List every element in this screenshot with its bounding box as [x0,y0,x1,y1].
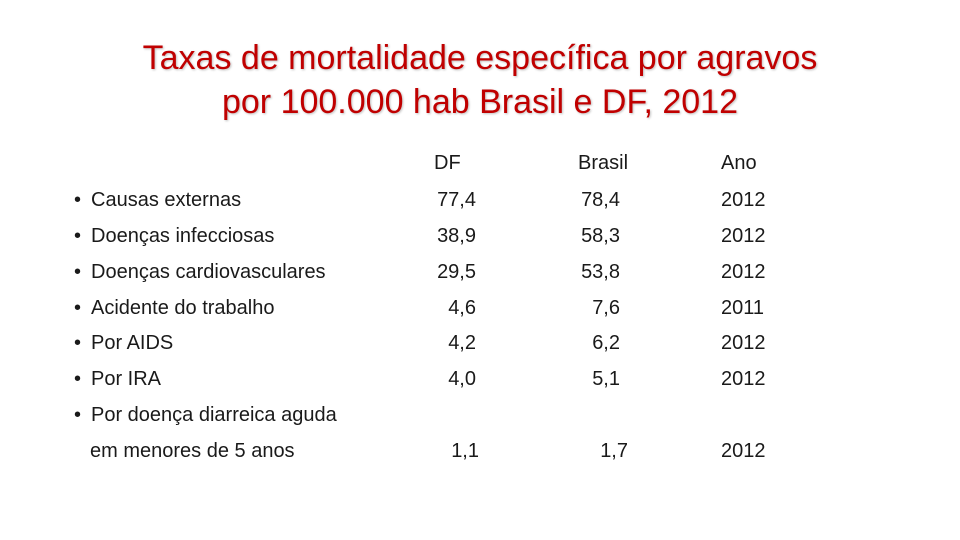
slide-title: Taxas de mortalidade específica por agra… [40,36,920,124]
row-ano-value: 2011 [721,297,765,319]
column-header-ano: Ano [721,152,757,174]
row-ano-value: 2012 [721,368,766,390]
row-brasil-value: 58,3 [581,225,620,247]
row-df-value: 77,4 [437,189,476,211]
row-ano-value: 2012 [721,332,766,354]
row-label-doencas-infecciosas: Doenças infecciosas [91,225,275,247]
bullet-icon: • [74,225,82,247]
bullet-icon: • [74,368,82,390]
row-ano-value: 2012 [721,261,766,283]
row-label-doencas-cardiovasculares: Doenças cardiovasculares [91,261,326,283]
row-label-doenca-diarreica: Por doença diarreica aguda [91,404,337,426]
row-label-por-ira: Por IRA [91,368,162,390]
column-header-brasil: Brasil [578,152,629,174]
row-brasil-value: 6,2 [592,332,620,354]
row-df-value: 4,2 [448,332,476,354]
bullet-icon: • [74,261,82,283]
row-label-causas-externas: Causas externas [91,189,242,211]
row-df-value: 29,5 [437,261,476,283]
row-brasil-value: 5,1 [592,368,620,390]
row-df-value: 4,0 [448,368,476,390]
row-brasil-value: 7,6 [592,297,620,319]
row-ano-value: 2012 [721,225,766,247]
row-ano-value: 2012 [721,440,766,462]
bullet-icon: • [74,332,82,354]
slide-title-line-2: por 100.000 hab Brasil e DF, 2012 [221,83,738,121]
row-ano-value: 2012 [721,189,766,211]
bullet-icon: • [74,189,82,211]
row-df-value: 4,6 [448,297,476,319]
slide-title-line-1: Taxas de mortalidade específica por agra… [142,39,818,77]
column-header-df: DF [434,152,461,174]
row-label-acidente-do-trabalho: Acidente do trabalho [91,297,275,319]
bullet-icon: • [74,404,82,426]
row-df-value: 38,9 [437,225,476,247]
row-brasil-value: 53,8 [581,261,620,283]
row-label-doenca-diarreica-continuation: em menores de 5 anos [90,440,295,462]
bullet-icon: • [74,297,82,319]
row-label-por-aids: Por AIDS [91,332,174,354]
row-df-value: 1,1 [451,440,479,462]
row-brasil-value: 78,4 [581,189,620,211]
row-brasil-value: 1,7 [600,440,628,462]
